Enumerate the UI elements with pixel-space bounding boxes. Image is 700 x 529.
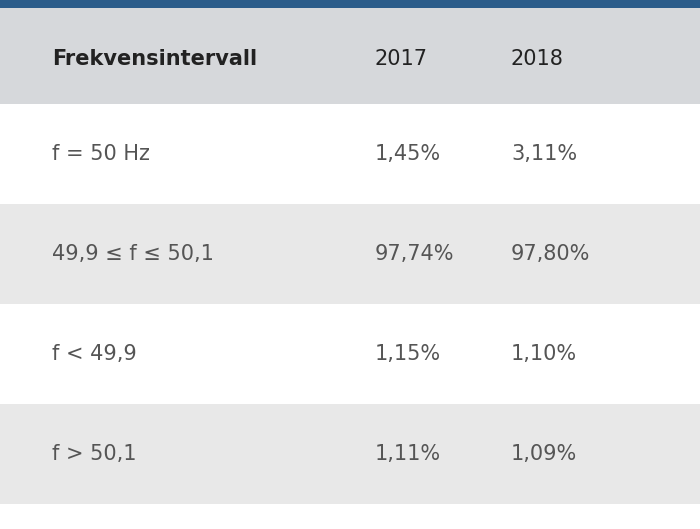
Text: 2017: 2017 [374, 49, 428, 69]
Bar [0, 14, 700, 104]
Bar [0, 204, 700, 304]
Text: 1,45%: 1,45% [374, 144, 440, 164]
Text: 3,11%: 3,11% [511, 144, 577, 164]
Text: 97,80%: 97,80% [511, 244, 590, 264]
Text: f = 50 Hz: f = 50 Hz [52, 144, 150, 164]
Text: 1,15%: 1,15% [374, 344, 440, 364]
Text: f > 50,1: f > 50,1 [52, 444, 137, 464]
Text: 97,74%: 97,74% [374, 244, 454, 264]
Text: 2018: 2018 [511, 49, 564, 69]
Text: 1,10%: 1,10% [511, 344, 577, 364]
Bar [0, 104, 700, 204]
Text: 1,11%: 1,11% [374, 444, 440, 464]
Text: f < 49,9: f < 49,9 [52, 344, 137, 364]
Bar [0, 404, 700, 504]
Bar [0, 0, 700, 8]
Bar [0, 8, 700, 14]
Bar [0, 304, 700, 404]
Text: 1,09%: 1,09% [511, 444, 578, 464]
Text: Frekvensintervall: Frekvensintervall [52, 49, 258, 69]
Text: 49,9 ≤ f ≤ 50,1: 49,9 ≤ f ≤ 50,1 [52, 244, 214, 264]
